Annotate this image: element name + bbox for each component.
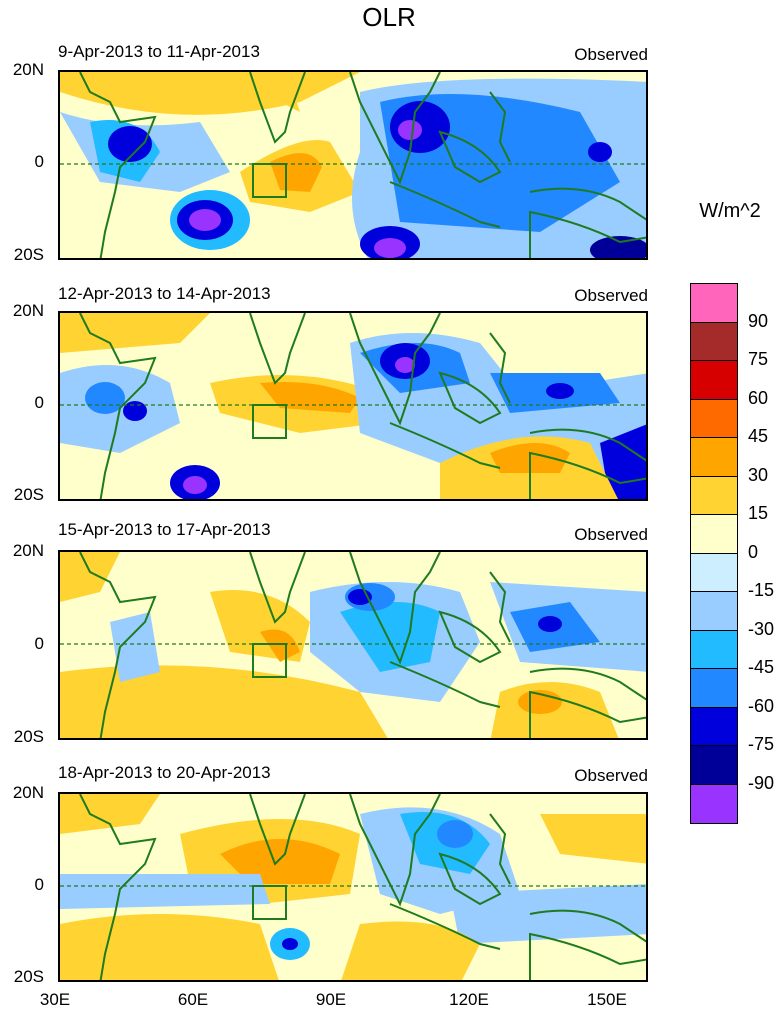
colorbar-box xyxy=(691,438,737,477)
lat-label-20s: 20S xyxy=(13,727,44,746)
colorbar-tick-label: -15 xyxy=(748,580,775,600)
colorbar-tick-label: 30 xyxy=(748,464,769,485)
lat-label-eq: 0 xyxy=(34,875,44,894)
colorbar-box xyxy=(691,322,737,361)
panel-4-tag: Observed xyxy=(574,766,648,785)
units-label: W/m^2 xyxy=(699,200,761,222)
colorbar-box xyxy=(691,553,737,592)
colorbar-tick-label: -75 xyxy=(748,734,775,754)
colorbar-tick-label: 75 xyxy=(748,349,769,369)
colorbar-tick-label: 60 xyxy=(748,387,769,408)
colorbar-box xyxy=(691,707,737,746)
lat-label-eq: 0 xyxy=(34,393,44,412)
colorbar xyxy=(690,283,738,824)
colorbar-tick-label: -30 xyxy=(748,618,775,639)
colorbar-tick-label: -45 xyxy=(748,657,775,677)
figure-title: OLR xyxy=(362,2,416,32)
lat-label-20s: 20S xyxy=(13,245,44,264)
map-panel-1 xyxy=(58,70,648,260)
map-panel-4 xyxy=(58,792,648,982)
lon-label-90e: 90E xyxy=(315,990,347,1009)
lat-label-20n: 20N xyxy=(12,60,44,79)
colorbar-box xyxy=(691,592,737,631)
panel-1-tag: Observed xyxy=(574,45,648,64)
panel-3-date: 15-Apr-2013 to 17-Apr-2013 xyxy=(58,520,271,539)
lat-label-20n: 20N xyxy=(12,541,44,560)
colorbar-tick-label: 90 xyxy=(748,310,769,331)
map-panel-3 xyxy=(58,550,648,740)
lat-label-20s: 20S xyxy=(13,485,44,504)
panel-2-tag: Observed xyxy=(574,286,648,305)
colorbar-box xyxy=(691,746,737,785)
panel-1-date: 9-Apr-2013 to 11-Apr-2013 xyxy=(58,42,260,61)
colorbar-box xyxy=(691,630,737,669)
colorbar-tick-label: -90 xyxy=(748,772,775,793)
lat-label-20s: 20S xyxy=(13,967,44,986)
lon-label-150e: 150E xyxy=(587,990,627,1009)
colorbar-box xyxy=(691,669,737,708)
lat-label-eq: 0 xyxy=(34,152,44,171)
lat-label-20n: 20N xyxy=(12,783,44,802)
panel-3-tag: Observed xyxy=(574,525,648,544)
colorbar-box xyxy=(691,476,737,515)
panel-2-date: 12-Apr-2013 to 14-Apr-2013 xyxy=(58,284,271,303)
lon-label-60e: 60E xyxy=(177,990,209,1009)
lon-label-30e: 30E xyxy=(39,990,71,1009)
colorbar-box xyxy=(691,784,737,823)
colorbar-tick-label: -60 xyxy=(748,695,775,716)
lat-label-20n: 20N xyxy=(12,301,44,320)
colorbar-box xyxy=(691,284,737,323)
colorbar-tick-label: 0 xyxy=(748,541,759,562)
colorbar-box xyxy=(691,399,737,438)
colorbar-box xyxy=(691,515,737,554)
colorbar-tick-label: 15 xyxy=(748,503,769,523)
map-panel-2 xyxy=(58,311,648,501)
lon-label-120e: 120E xyxy=(449,990,489,1009)
colorbar-box xyxy=(691,361,737,400)
panel-4-date: 18-Apr-2013 to 20-Apr-2013 xyxy=(58,763,271,782)
lat-label-eq: 0 xyxy=(34,634,44,653)
colorbar-tick-label: 45 xyxy=(748,426,769,446)
